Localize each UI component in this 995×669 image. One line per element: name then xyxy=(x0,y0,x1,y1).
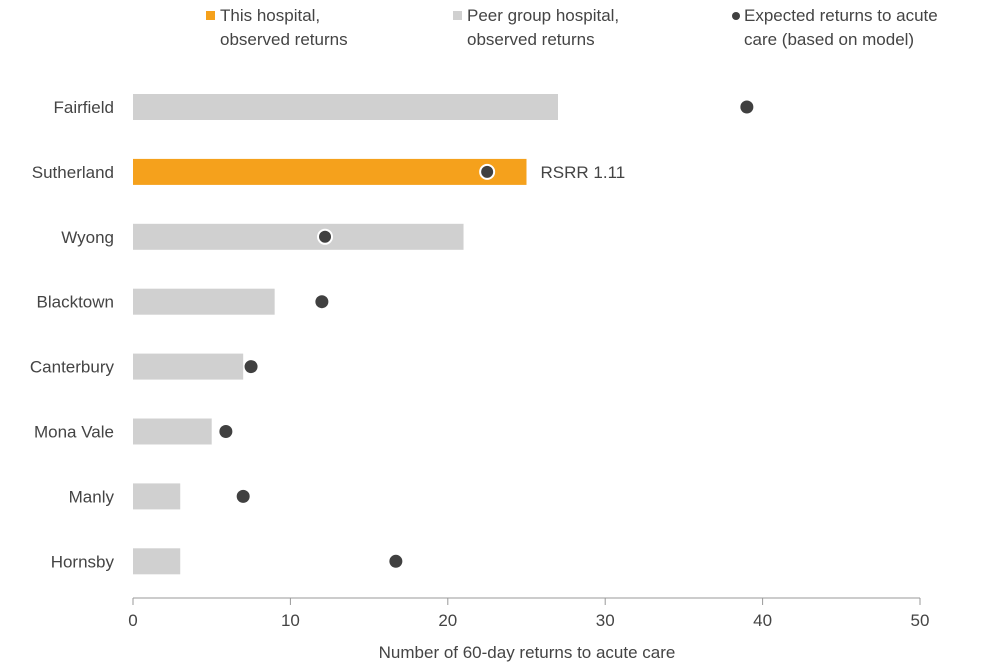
expected-dot-wyong xyxy=(317,228,334,245)
legend-label-peer-hospital-line2: observed returns xyxy=(467,30,595,49)
legend-swatch-this-hospital xyxy=(206,11,215,20)
x-tick-label-10: 10 xyxy=(281,611,300,630)
category-label-manly: Manly xyxy=(69,487,115,506)
x-tick-label-30: 30 xyxy=(596,611,615,630)
category-label-blacktown: Blacktown xyxy=(37,293,114,312)
bar-wyong xyxy=(133,223,464,250)
category-label-mona-vale: Mona Vale xyxy=(34,423,114,442)
x-axis: 0 10 20 30 40 50 xyxy=(128,597,930,630)
bar-blacktown xyxy=(133,288,275,315)
expected-dot-blacktown xyxy=(315,295,329,309)
legend-label-this-hospital-line1: This hospital, xyxy=(220,6,320,25)
expected-dot-fairfield xyxy=(740,100,754,114)
x-tick-label-0: 0 xyxy=(128,611,137,630)
legend: This hospital, observed returns Peer gro… xyxy=(206,6,938,49)
expected-dot-canterbury xyxy=(244,360,258,374)
legend-swatch-peer-hospital xyxy=(453,11,462,20)
plot-area: Fairfield Sutherland Wyong Blacktown Canterb… xyxy=(30,94,754,575)
legend-label-expected-line1: Expected returns to acute xyxy=(744,6,938,25)
expected-dot-sutherland xyxy=(479,163,496,180)
bar-fairfield xyxy=(133,94,558,120)
bar-hornsby xyxy=(133,548,181,575)
legend-label-peer-hospital-line1: Peer group hospital, xyxy=(467,6,619,25)
category-label-fairfield: Fairfield xyxy=(54,98,114,117)
bar-mona-vale xyxy=(133,418,212,445)
legend-marker-expected xyxy=(732,12,740,20)
category-label-wyong: Wyong xyxy=(61,228,114,247)
legend-label-expected-line2: care (based on model) xyxy=(744,30,914,49)
x-tick-label-20: 20 xyxy=(438,611,457,630)
legend-label-this-hospital-line2: observed returns xyxy=(220,30,348,49)
category-label-canterbury: Canterbury xyxy=(30,358,115,377)
x-axis-label: Number of 60-day returns to acute care xyxy=(379,643,676,662)
annotation-rsrr-1-11: RSRR 1.11 xyxy=(541,163,626,182)
bar-sutherland xyxy=(133,158,527,185)
category-label-hornsby: Hornsby xyxy=(51,552,115,571)
x-tick-label-40: 40 xyxy=(753,611,772,630)
category-label-sutherland: Sutherland xyxy=(32,163,114,182)
expected-dot-manly xyxy=(236,489,250,503)
bar-canterbury xyxy=(133,353,244,380)
bar-manly xyxy=(133,483,181,510)
expected-dot-hornsby xyxy=(389,554,403,568)
expected-dot-mona-vale xyxy=(219,425,233,438)
x-tick-label-50: 50 xyxy=(911,611,930,630)
